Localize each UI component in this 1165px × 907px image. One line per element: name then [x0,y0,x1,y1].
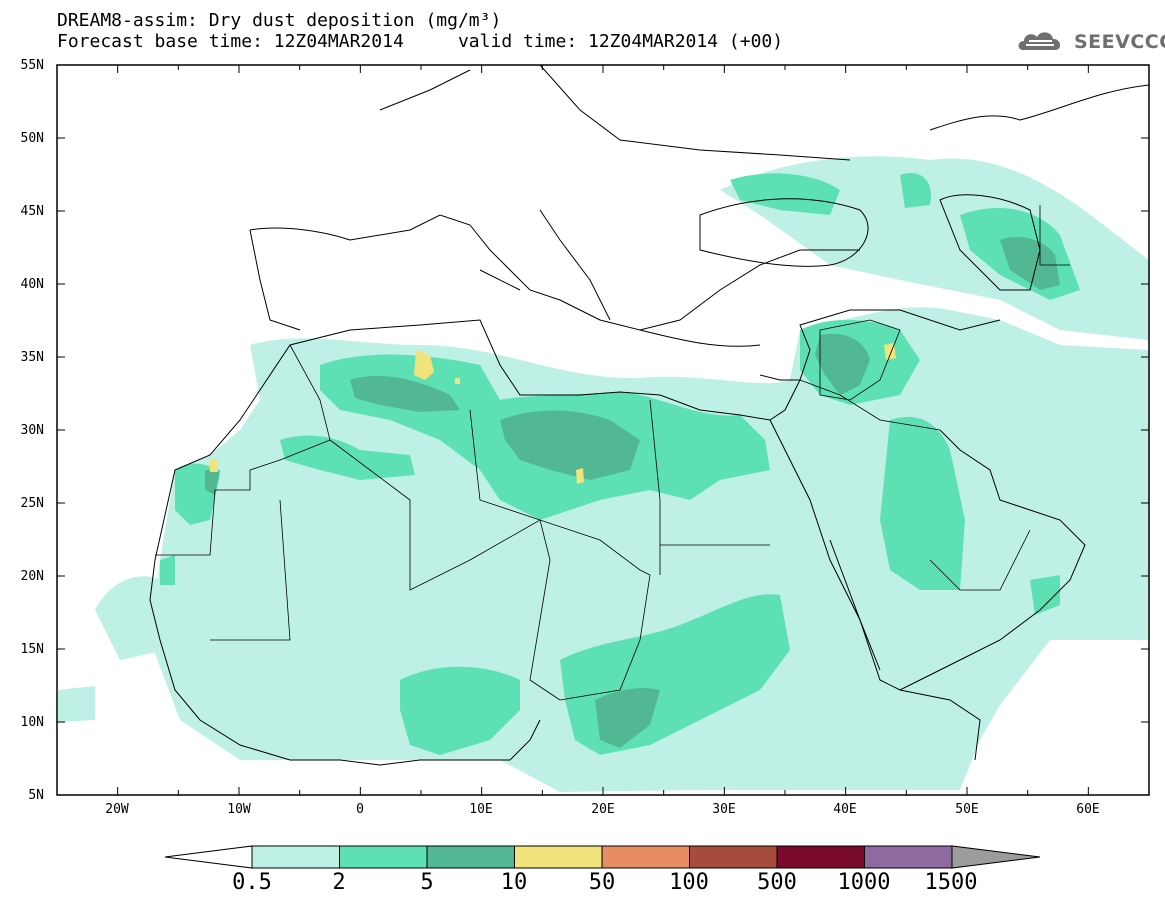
chart-title: DREAM8-assim: Dry dust deposition (mg/m³… [57,10,502,31]
colorbar-segment [864,845,953,869]
colorbar-label: 1000 [837,870,891,895]
colorbar-low-extension [164,845,253,869]
logo-text: SEEVCCC [1074,31,1165,53]
colorbar-segment [339,845,428,869]
forecast-time-line: Forecast base time: 12Z04MAR2014 valid t… [57,31,784,52]
colorbar [164,845,1041,869]
lon-label: 10E [469,802,493,817]
lat-label: 15N [20,642,44,657]
cloud-logo-icon [1018,32,1061,50]
lat-label: 10N [20,715,44,730]
colorbar-segment [514,845,603,869]
lon-label: 60E [1076,802,1100,817]
lon-label: 30E [712,802,736,817]
colorbar-label: 50 [588,870,616,895]
coastlines-and-borders [149,65,1149,766]
colorbar-label: 0.5 [232,870,272,895]
colorbar-label: 1500 [924,870,978,895]
colorbar-segment [776,845,865,869]
lat-label: 25N [20,496,44,511]
colorbar-label: 100 [669,870,709,895]
lon-label: 50E [955,802,979,817]
colorbar-label: 5 [420,870,434,895]
lat-label: 35N [20,350,44,365]
lat-label: 45N [20,204,44,219]
colorbar-segment [251,845,340,869]
lon-label: 10W [227,802,251,817]
country-borders [155,205,1070,701]
colorbar-segment [689,845,778,869]
lat-label: 30N [20,423,44,438]
colorbar-segment [426,845,515,869]
lat-label: 50N [20,131,44,146]
lat-label: 20N [20,569,44,584]
lat-label: 55N [20,58,44,73]
lon-label: 20E [591,802,615,817]
colorbar-label: 2 [332,870,346,895]
axis-ticks [56,64,1150,796]
dust-level-5-10 [205,236,1060,748]
colorbar-segment [601,845,690,869]
lat-label: 40N [20,277,44,292]
lon-label: 0 [356,802,364,817]
colorbar-label: 10 [500,870,528,895]
lat-label: 5N [28,788,44,803]
colorbar-label: 500 [757,870,797,895]
lon-label: 20W [105,802,129,817]
colorbar-high-extension [951,845,1041,869]
lon-label: 40E [833,802,857,817]
